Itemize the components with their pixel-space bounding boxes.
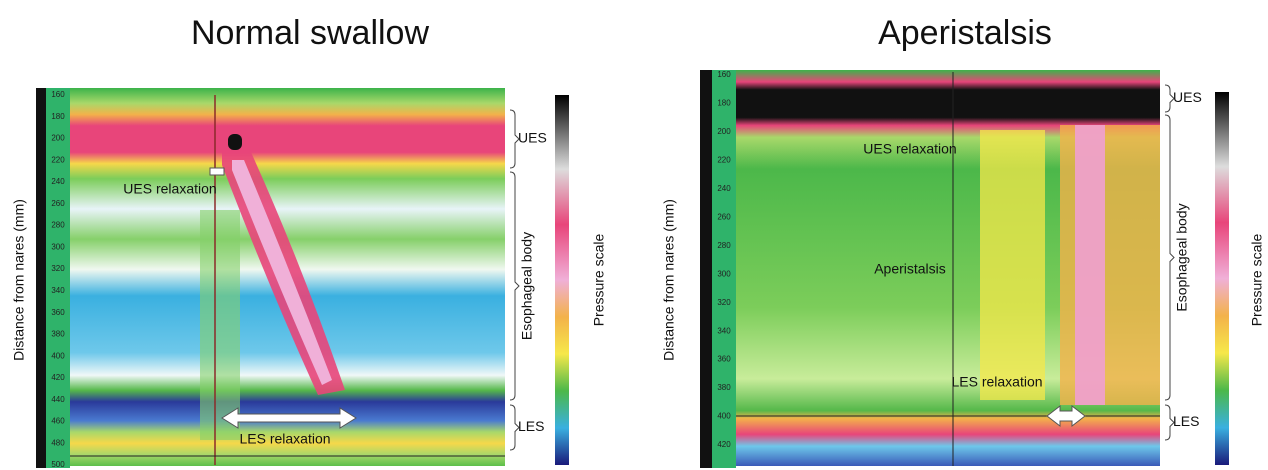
region-label: Esophageal body (519, 232, 535, 340)
y-tick-label: 280 (717, 241, 731, 250)
region-label: LES (1173, 413, 1199, 429)
figure: Normal swallow Distance from nares (mm) 16… (0, 0, 1268, 470)
y-tick-label: 400 (717, 412, 731, 421)
y-tick-label: 380 (51, 330, 65, 339)
y-tick-label: 460 (51, 417, 65, 426)
annotation: Aperistalsis (874, 261, 946, 277)
y-tick-label: 440 (51, 395, 65, 404)
annotation: UES relaxation (123, 181, 216, 197)
region-label: UES (518, 130, 547, 146)
y-tick-label: 180 (717, 99, 731, 108)
y-tick-label: 380 (717, 383, 731, 392)
region-label: Esophageal body (1174, 203, 1190, 311)
y-tick-label: 420 (717, 440, 731, 449)
annotation: LES relaxation (951, 374, 1042, 390)
scale-label: Pressure scale (1249, 233, 1265, 326)
region-bracket (510, 172, 519, 400)
y-tick-label: 340 (717, 326, 731, 335)
y-axis-label: Distance from nares (mm) (661, 199, 677, 361)
panel-title: Aperistalsis (878, 14, 1052, 52)
region-label: UES (1173, 89, 1202, 105)
page: {"panels": [ {"title": "Normal swallow",… (0, 0, 1268, 470)
y-tick-label: 300 (717, 269, 731, 278)
y-tick-label: 320 (717, 298, 731, 307)
y-axis-label: Distance from nares (mm) (11, 199, 27, 361)
y-tick-label: 180 (51, 112, 65, 121)
region-bracket (1165, 115, 1174, 400)
y-tick-label: 220 (51, 155, 65, 164)
y-tick-label: 280 (51, 221, 65, 230)
heatmap-aperistalsis (700, 70, 1229, 468)
y-tick-label: 360 (51, 308, 65, 317)
y-tick-label: 260 (51, 199, 65, 208)
y-tick-label: 260 (717, 212, 731, 221)
y-tick-label: 160 (51, 90, 65, 99)
annotation: LES relaxation (239, 431, 330, 447)
y-tick-label: 360 (717, 355, 731, 364)
y-tick-label: 240 (51, 177, 65, 186)
y-tick-label: 200 (51, 134, 65, 143)
y-tick-label: 200 (717, 127, 731, 136)
y-tick-label: 400 (51, 351, 65, 360)
y-tick-label: 480 (51, 438, 65, 447)
panel-title: Normal swallow (191, 14, 429, 52)
scale-label: Pressure scale (591, 233, 607, 326)
annotation: UES relaxation (863, 141, 956, 157)
y-tick-label: 340 (51, 286, 65, 295)
region-label: LES (518, 418, 544, 434)
y-tick-label: 300 (51, 242, 65, 251)
y-tick-label: 320 (51, 264, 65, 273)
y-tick-label: 240 (717, 184, 731, 193)
heatmap-normal (36, 88, 569, 468)
y-tick-label: 220 (717, 155, 731, 164)
y-tick-label: 500 (51, 460, 65, 469)
y-tick-label: 160 (717, 70, 731, 79)
y-tick-label: 420 (51, 373, 65, 382)
